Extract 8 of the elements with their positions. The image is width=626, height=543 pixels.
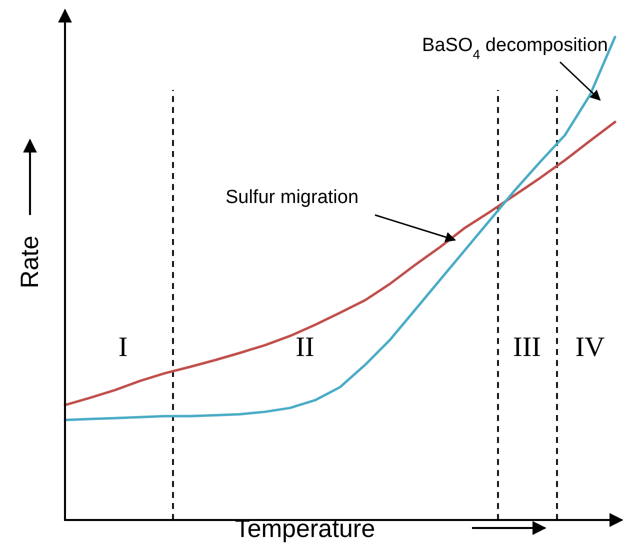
annotation: II [296,332,314,363]
annotation: BaSO$_{4}$ decomposition [422,35,608,62]
annotation: III [513,332,541,363]
annotation: I [118,332,128,363]
x-axis-title: Temperature [234,515,376,543]
annotation: Sulfur migration [225,187,359,208]
y-axis-title: Rate [16,236,44,288]
annotation: IV [575,332,605,363]
